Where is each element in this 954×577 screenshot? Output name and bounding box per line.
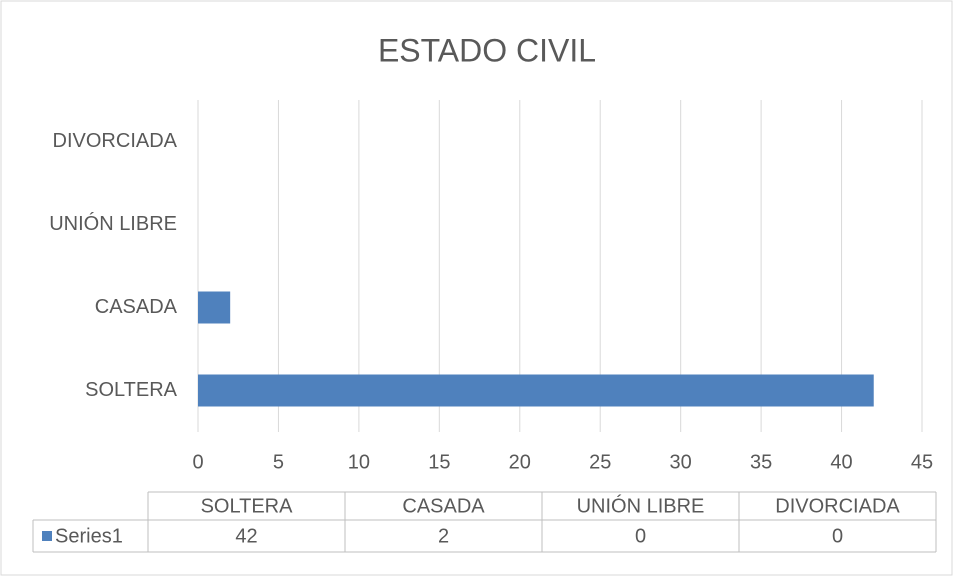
bar — [198, 374, 874, 407]
x-tick-label: 15 — [428, 451, 450, 473]
legend-label: Series1 — [55, 525, 123, 547]
bar — [198, 291, 231, 324]
x-tick-label: 30 — [670, 451, 692, 473]
x-tick-label: 35 — [750, 451, 772, 473]
table-value: 42 — [235, 525, 257, 547]
y-tick-label: CASADA — [95, 296, 178, 318]
table-header: UNIÓN LIBRE — [577, 494, 705, 517]
x-tick-label: 5 — [273, 451, 284, 473]
x-tick-label: 45 — [911, 451, 933, 473]
x-tick-label: 25 — [589, 451, 611, 473]
chart-title: ESTADO CIVIL — [378, 32, 596, 68]
y-tick-label: DIVORCIADA — [53, 130, 178, 152]
table-header: DIVORCIADA — [775, 495, 900, 517]
table-header: CASADA — [402, 495, 485, 517]
table-value: 0 — [635, 525, 646, 547]
y-tick-label: UNIÓN LIBRE — [49, 212, 177, 235]
y-tick-label: SOLTERA — [85, 379, 178, 401]
x-tick-label: 0 — [192, 451, 203, 473]
x-tick-label: 10 — [348, 451, 370, 473]
table-value: 0 — [832, 525, 843, 547]
legend-swatch — [42, 531, 52, 541]
x-tick-label: 20 — [509, 451, 531, 473]
table-header: SOLTERA — [201, 495, 294, 517]
x-tick-label: 40 — [830, 451, 852, 473]
table-value: 2 — [438, 525, 449, 547]
